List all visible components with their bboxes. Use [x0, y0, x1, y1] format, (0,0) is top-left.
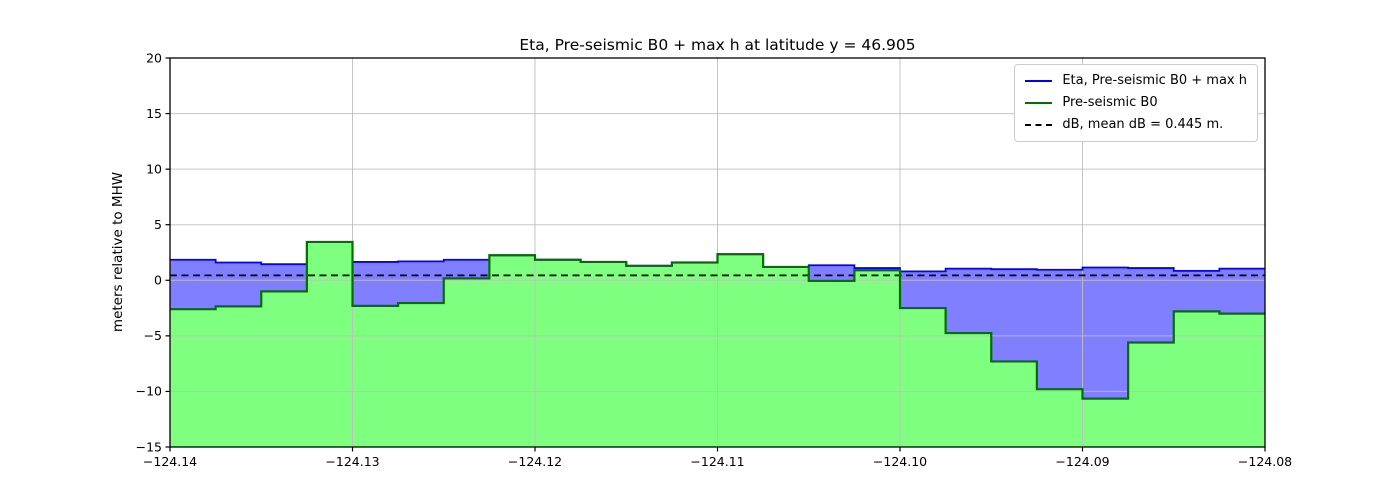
y-tick-label: 0 — [154, 273, 162, 288]
x-tick-label: −124.09 — [1055, 454, 1109, 469]
x-tick-label: −124.13 — [325, 454, 379, 469]
legend-item-db: dB, mean dB = 0.445 m. — [1025, 117, 1247, 133]
y-tick-label: −5 — [144, 328, 162, 343]
y-tick-label: −10 — [136, 384, 162, 399]
legend-label-eta: Eta, Pre-seismic B0 + max h — [1062, 73, 1247, 88]
legend-label-b0: Pre-seismic B0 — [1062, 95, 1158, 110]
chart-title: Eta, Pre-seismic B0 + max h at latitude … — [519, 36, 916, 54]
legend-item-eta: Eta, Pre-seismic B0 + max h — [1025, 73, 1247, 89]
b0-line-sample-icon — [1025, 102, 1053, 104]
legend-item-b0: Pre-seismic B0 — [1025, 95, 1247, 111]
x-tick-label: −124.08 — [1238, 454, 1292, 469]
y-tick-label: 10 — [146, 161, 162, 176]
x-tick-label: −124.10 — [873, 454, 927, 469]
x-tick-label: −124.11 — [690, 454, 744, 469]
legend: Eta, Pre-seismic B0 + max h Pre-seismic … — [1014, 64, 1258, 142]
y-tick-label: −15 — [136, 439, 162, 454]
db-dashed-line-sample-icon — [1025, 124, 1053, 126]
y-axis-label: meters relative to MHW — [110, 171, 126, 333]
eta-line-sample-icon — [1025, 80, 1053, 82]
y-tick-label: 15 — [146, 106, 162, 121]
y-tick-label: 5 — [154, 217, 162, 232]
x-tick-label: −124.14 — [143, 454, 197, 469]
b0-line — [170, 240, 1265, 400]
y-tick-label: 20 — [146, 50, 162, 65]
x-tick-label: −124.12 — [508, 454, 562, 469]
legend-label-db: dB, mean dB = 0.445 m. — [1062, 117, 1224, 132]
